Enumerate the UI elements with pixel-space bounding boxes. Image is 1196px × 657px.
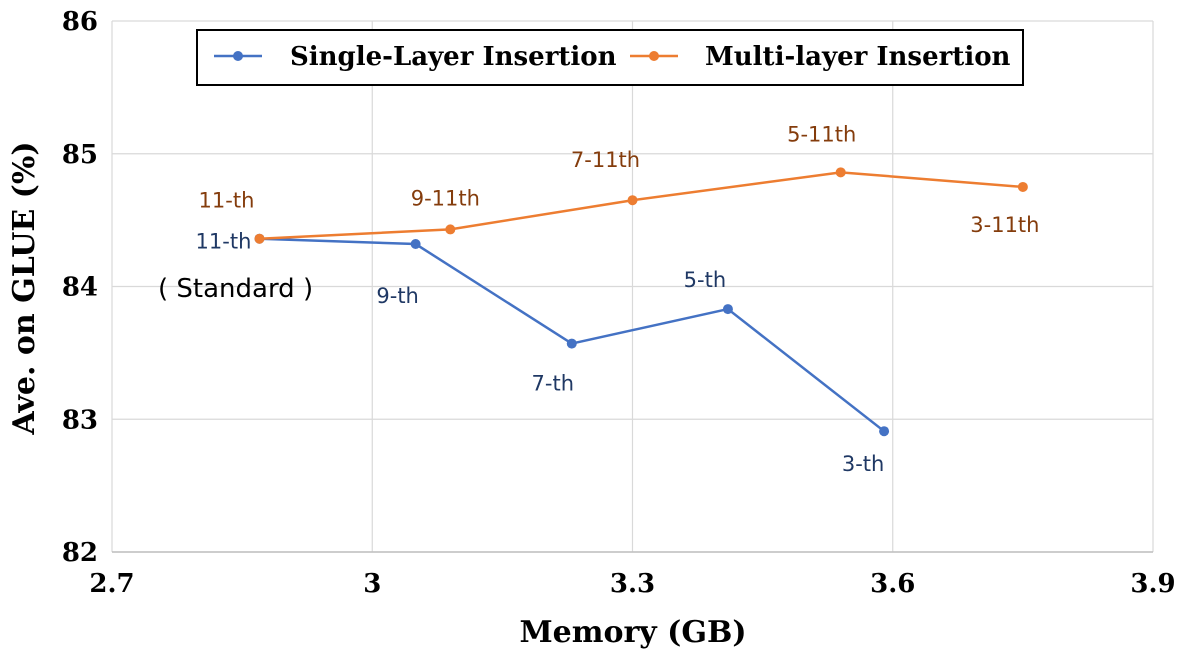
data-label: 7-th xyxy=(532,372,574,396)
y-tick-label: 86 xyxy=(62,7,98,37)
data-label: 5-11th xyxy=(787,122,856,146)
x-tick-label: 3.3 xyxy=(610,569,655,599)
legend-marker xyxy=(649,51,659,61)
x-axis-title: Memory (GB) xyxy=(519,615,746,650)
data-point xyxy=(410,239,421,250)
series-line xyxy=(259,237,885,433)
x-tick-label: 3 xyxy=(363,569,381,599)
data-label: 3-th xyxy=(842,452,884,476)
data-label: 11-th xyxy=(199,189,255,213)
data-point xyxy=(445,224,456,235)
x-tick-label: 2.7 xyxy=(89,569,134,599)
y-tick-label: 83 xyxy=(62,405,98,435)
data-point xyxy=(1017,181,1028,192)
x-tick-label: 3.9 xyxy=(1130,569,1175,599)
y-axis-title: Ave. on GLUE (%) xyxy=(7,141,42,435)
data-point xyxy=(835,167,846,178)
legend-label: Single-Layer Insertion xyxy=(290,42,617,72)
data-point xyxy=(627,195,638,206)
series xyxy=(254,167,1028,437)
point-labels: 11-th 9-th 7-th 5-th 3-th 11-th 9-11th 7-11th 5-… xyxy=(196,122,1040,476)
data-point xyxy=(254,233,265,244)
data-label: 7-11th xyxy=(571,148,640,172)
standard-annotation: ( Standard ) xyxy=(158,274,313,304)
data-point xyxy=(879,426,890,437)
y-tick-label: 84 xyxy=(62,273,98,303)
axes: 2.7 3 3.3 3.6 3.9 82 83 84 85 86 xyxy=(62,7,1176,599)
data-label: 9-11th xyxy=(411,186,480,210)
x-tick-label: 3.6 xyxy=(870,569,915,599)
data-label: 9-th xyxy=(376,284,418,308)
legend-label: Multi-layer Insertion xyxy=(705,42,1011,72)
data-label: 3-11th xyxy=(970,213,1039,237)
legend-box xyxy=(196,29,1024,86)
y-tick-label: 85 xyxy=(62,140,98,170)
legend-marker xyxy=(233,51,243,61)
series-line xyxy=(259,171,1023,240)
data-label: 11-th xyxy=(196,230,252,254)
y-tick-label: 82 xyxy=(62,538,98,568)
data-point xyxy=(566,338,577,349)
data-point xyxy=(722,304,733,315)
legend: Single-Layer Insertion Multi-layer Insert… xyxy=(196,29,1024,86)
data-label: 5-th xyxy=(684,268,726,292)
